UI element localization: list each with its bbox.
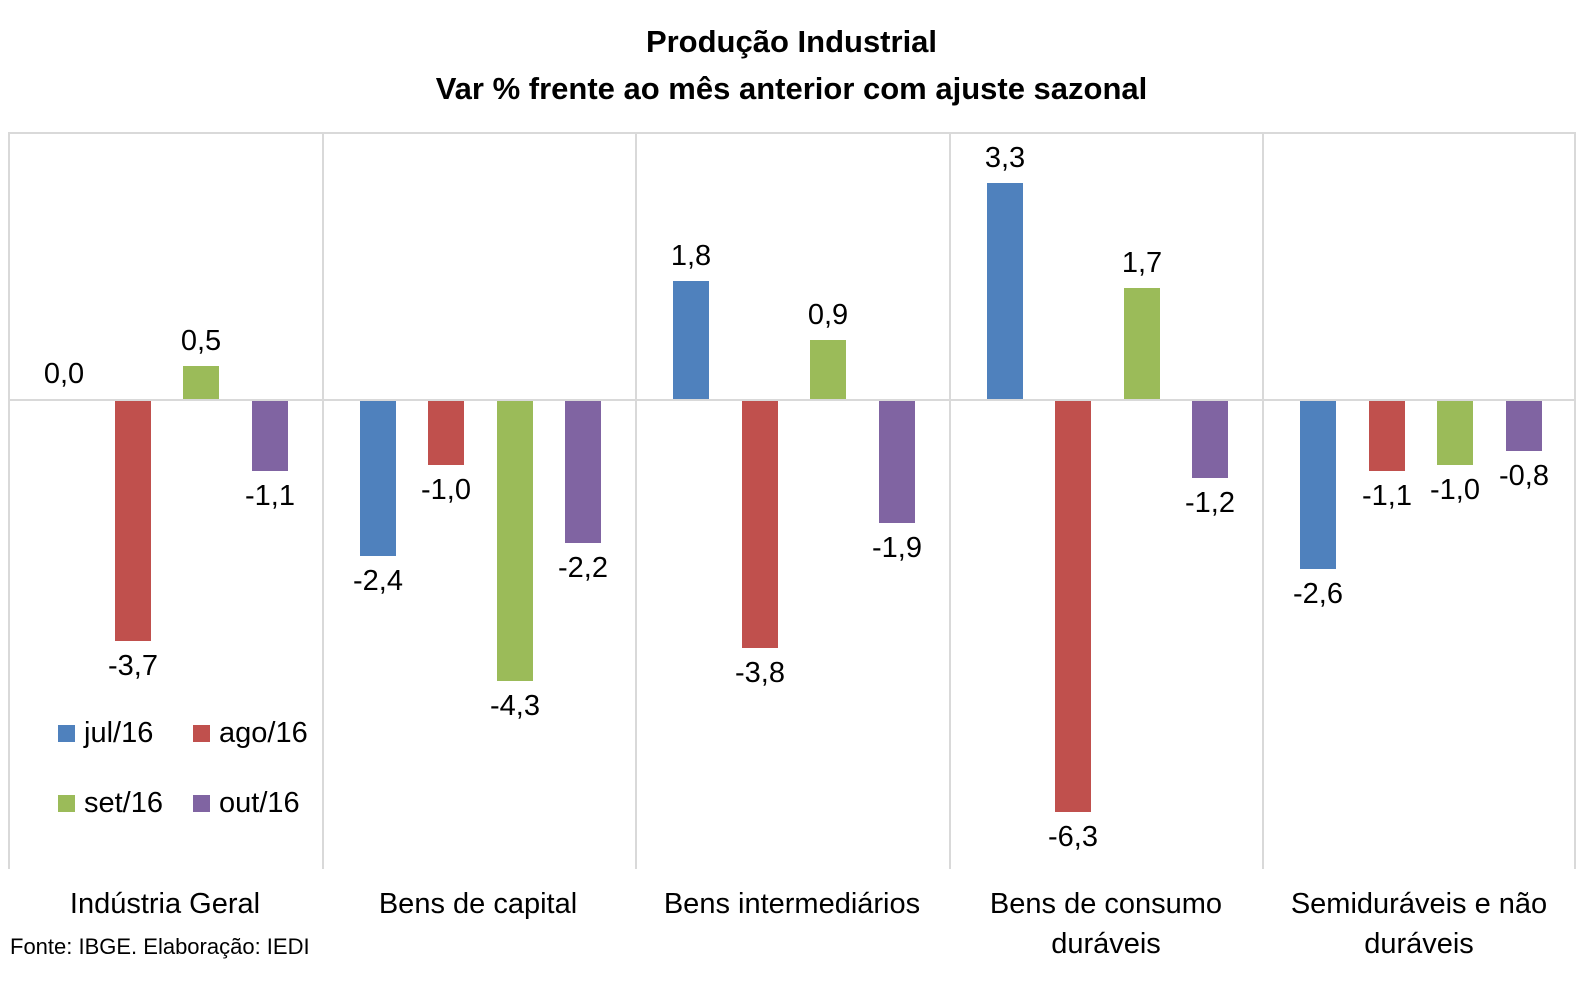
bar-ago/16-1 <box>428 401 464 465</box>
data-label: -1,2 <box>1185 487 1235 519</box>
bar-out/16-3 <box>1192 401 1228 478</box>
data-label: -1,1 <box>245 480 295 512</box>
data-label: -1,0 <box>1430 474 1480 506</box>
data-label: 0,0 <box>43 358 85 390</box>
legend-label: set/16 <box>84 787 163 819</box>
bar-out/16-0 <box>252 401 288 471</box>
legend-label: jul/16 <box>84 717 154 749</box>
bar-out/16-1 <box>565 401 601 543</box>
legend-label: ago/16 <box>219 717 308 749</box>
data-label: -3,8 <box>735 657 785 689</box>
legend-item-ago/16: ago/16 <box>193 716 308 750</box>
category-separator-line <box>635 132 637 869</box>
data-label: 0,9 <box>807 299 849 331</box>
legend-item-jul/16: jul/16 <box>58 716 193 750</box>
bar-set/16-1 <box>497 401 533 681</box>
data-label: -1,9 <box>872 532 922 564</box>
legend-swatch-icon <box>58 724 75 742</box>
category-label: Bens de consumo duráveis <box>941 884 1271 964</box>
legend-item-out/16: out/16 <box>193 786 308 820</box>
bar-out/16-2 <box>879 401 915 523</box>
chart-title: Produção Industrial Var % frente ao mês … <box>0 18 1583 112</box>
bar-jul/16-2 <box>673 281 709 399</box>
data-label: -1,1 <box>1362 480 1412 512</box>
data-label: -6,3 <box>1048 821 1098 853</box>
category-separator-line <box>1262 132 1264 869</box>
zero-axis-line <box>8 399 1576 401</box>
legend-swatch-icon <box>58 794 75 812</box>
data-label: 3,3 <box>984 142 1026 174</box>
chart-title-line1: Produção Industrial <box>645 24 938 59</box>
category-label: Bens intermediários <box>627 884 957 924</box>
chart-title-line2: Var % frente ao mês anterior com ajuste … <box>435 71 1148 106</box>
data-label: -2,6 <box>1293 578 1343 610</box>
bar-set/16-0 <box>183 366 219 399</box>
data-label: -1,0 <box>421 474 471 506</box>
category-label-line: Indústria Geral <box>69 888 261 920</box>
bar-ago/16-4 <box>1369 401 1405 471</box>
source-note: Fonte: IBGE. Elaboração: IEDI <box>10 934 310 959</box>
bar-jul/16-4 <box>1300 401 1336 569</box>
category-label: Indústria Geral <box>0 884 330 924</box>
plot-area: 0,0 -2,4 1,8 3,3 -2,6 -3,7 -1,0 -3,8 -6,3 -1,1 0,5… <box>8 132 1576 869</box>
data-label: 1,8 <box>670 240 712 272</box>
legend-swatch-icon <box>193 794 210 812</box>
category-label-line: Bens de capital <box>378 888 578 920</box>
bar-jul/16-3 <box>987 183 1023 399</box>
bar-out/16-4 <box>1506 401 1542 451</box>
category-label-line: duráveis <box>1051 928 1161 960</box>
data-label: 0,5 <box>180 325 222 357</box>
data-label: -0,8 <box>1499 460 1549 492</box>
category-separator-line <box>322 132 324 869</box>
category-separator-line <box>8 132 10 869</box>
category-separator-line <box>949 132 951 869</box>
category-label-line: Bens de consumo <box>989 888 1223 920</box>
bar-jul/16-1 <box>360 401 396 556</box>
bar-ago/16-0 <box>115 401 151 641</box>
plot-top-border <box>8 132 1576 134</box>
legend-item-set/16: set/16 <box>58 786 193 820</box>
category-label-line: Semiduráveis e não <box>1290 888 1548 920</box>
data-label: -4,3 <box>490 690 540 722</box>
data-label: -3,7 <box>108 650 158 682</box>
bar-ago/16-2 <box>742 401 778 648</box>
bar-set/16-4 <box>1437 401 1473 465</box>
category-label: Semiduráveis e não duráveis <box>1254 884 1583 964</box>
category-label: Bens de capital <box>313 884 643 924</box>
bar-ago/16-3 <box>1055 401 1091 812</box>
category-separator-line <box>1574 132 1576 869</box>
data-label: -2,2 <box>558 552 608 584</box>
bar-set/16-2 <box>810 340 846 399</box>
legend-swatch-icon <box>193 724 210 742</box>
data-label: 1,7 <box>1121 247 1163 279</box>
category-label-line: Bens intermediários <box>663 888 921 920</box>
legend: jul/16 ago/16 set/16 out/16 <box>58 716 308 820</box>
legend-label: out/16 <box>219 787 300 819</box>
bar-set/16-3 <box>1124 288 1160 399</box>
category-label-line: duráveis <box>1364 928 1474 960</box>
data-label: -2,4 <box>353 565 403 597</box>
